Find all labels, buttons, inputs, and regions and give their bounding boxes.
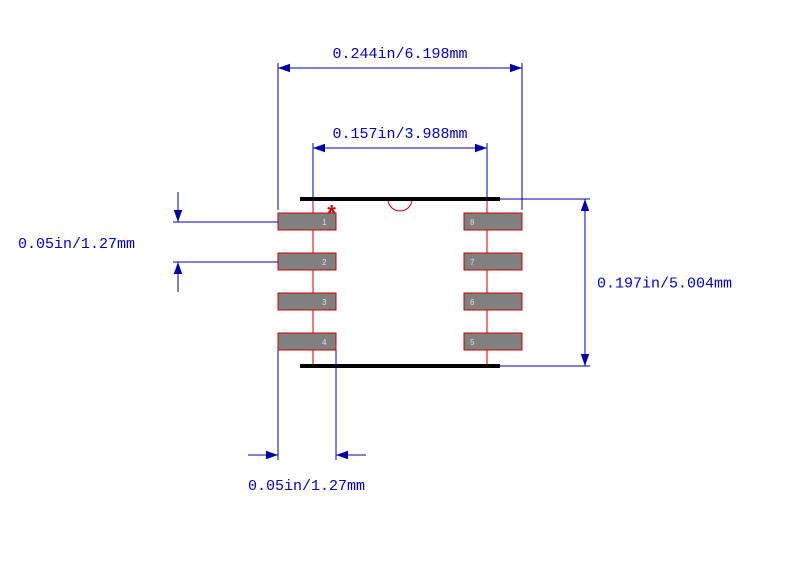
dim-arrow [174, 262, 182, 274]
dim-arrow [581, 199, 589, 211]
dim-arrow [475, 144, 487, 152]
pad-num-5: 5 [470, 338, 475, 347]
pad-num-8: 8 [470, 218, 475, 227]
pad-num-7: 7 [470, 258, 475, 267]
dim-arrow [266, 451, 278, 459]
dim-label: 0.197in/5.004mm [597, 276, 732, 293]
pad-num-4: 4 [322, 338, 327, 347]
pad-2 [278, 253, 336, 270]
pad-4 [278, 333, 336, 350]
dim-label: 0.157in/3.988mm [332, 126, 467, 143]
dim-label: 0.05in/1.27mm [248, 478, 365, 495]
pad-num-6: 6 [470, 298, 475, 307]
pin1-marker: * [325, 203, 338, 228]
pad-num-2: 2 [322, 258, 327, 267]
dim-label: 0.05in/1.27mm [18, 236, 135, 253]
dim-arrow [336, 451, 348, 459]
dim-arrow [174, 210, 182, 222]
dim-arrow [581, 354, 589, 366]
dim-arrow [313, 144, 325, 152]
dim-arrow [510, 64, 522, 72]
pad-num-3: 3 [322, 298, 327, 307]
dim-arrow [278, 64, 290, 72]
package-body-outline [313, 199, 487, 366]
pad-3 [278, 293, 336, 310]
dim-label: 0.244in/6.198mm [332, 46, 467, 63]
